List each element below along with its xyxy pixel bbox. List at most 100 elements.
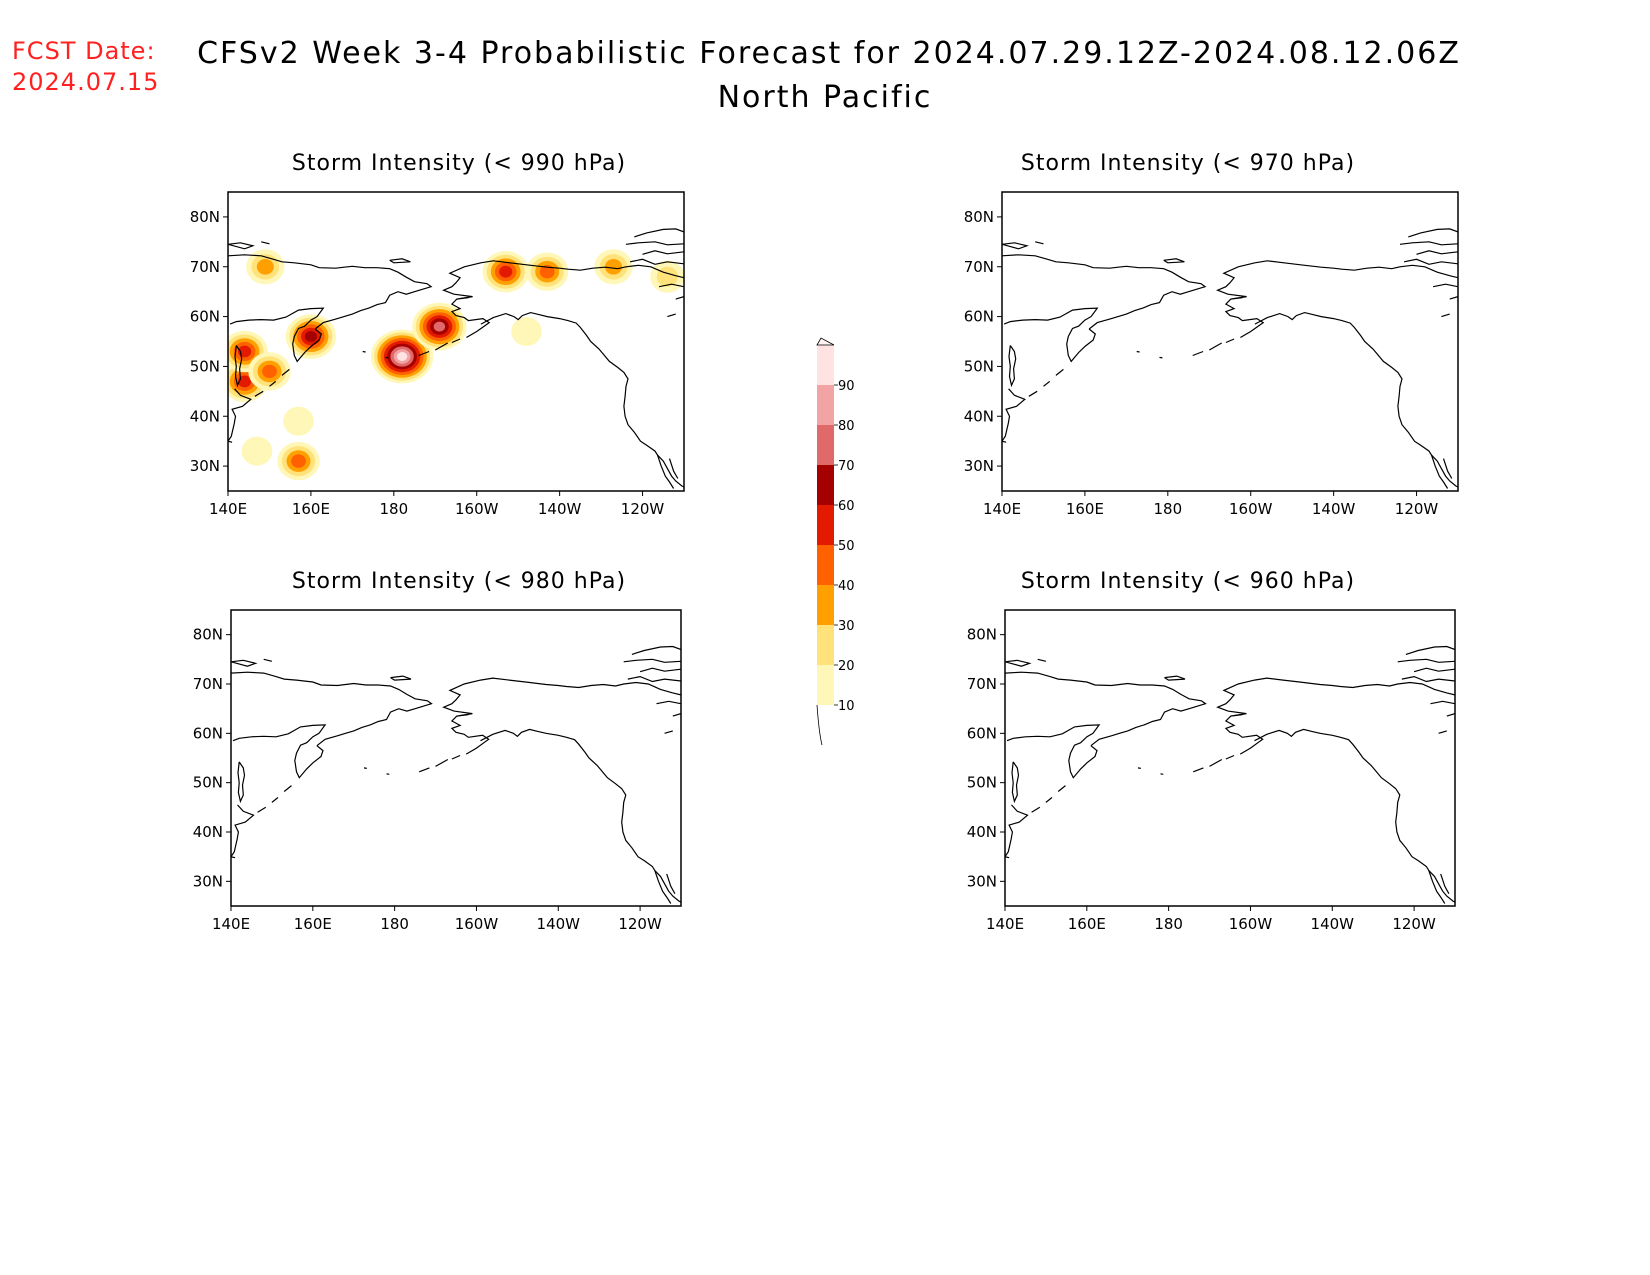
coastline-0 xyxy=(228,254,433,330)
coastline-4 xyxy=(257,806,267,813)
coastline-23 xyxy=(1401,675,1455,683)
coastline-20 xyxy=(1408,228,1458,238)
coastline-19 xyxy=(460,297,469,300)
coastline-3 xyxy=(228,388,252,443)
colorbar-swatch-90 xyxy=(817,345,834,385)
coastline-20 xyxy=(631,645,681,655)
prob-blob-9-level-7 xyxy=(433,321,446,332)
colorbar-label: 70 xyxy=(838,459,855,474)
coastline-2 xyxy=(1008,345,1017,388)
coastline-14 xyxy=(654,870,672,904)
page-title: CFSv2 Week 3-4 Probabilistic Forecast fo… xyxy=(0,32,1650,120)
y-tick-label: 80N xyxy=(967,626,997,644)
y-tick-label: 50N xyxy=(967,774,997,792)
coastline-16 xyxy=(1002,242,1029,250)
prob-blob-10-level-5 xyxy=(499,265,513,278)
coastline-11 xyxy=(451,338,461,344)
coastline-24 xyxy=(1432,283,1458,288)
prob-blob-5-level-1 xyxy=(241,436,273,466)
coastline-23 xyxy=(629,258,684,265)
coastline-0 xyxy=(1002,254,1207,330)
coastline-15 xyxy=(666,873,676,894)
coastline-7 xyxy=(362,350,366,353)
coastline-12 xyxy=(442,260,684,339)
colorbar-swatch-60 xyxy=(817,465,834,505)
coastline-25 xyxy=(1449,296,1458,300)
coastline-3 xyxy=(1005,804,1029,859)
coastline-23 xyxy=(1403,258,1458,265)
map-panel-980: 140E 160E 180 160W 140W 120W 80N 70N 60N 50N 40N 30… xyxy=(193,609,682,933)
coastline-5 xyxy=(1043,380,1051,387)
colorbar-label: 10 xyxy=(838,699,855,714)
coastline-2 xyxy=(237,761,246,804)
coastline-18 xyxy=(389,258,411,264)
coastline-8 xyxy=(1160,773,1164,775)
colorbar-swatch-10 xyxy=(817,665,834,705)
coastline-14 xyxy=(1428,870,1446,904)
x-tick-label: 120W xyxy=(621,500,665,518)
coastline-18 xyxy=(390,675,412,681)
x-tick-label: 140E xyxy=(209,500,247,518)
coastline-7 xyxy=(1137,767,1141,769)
coastline-26 xyxy=(667,313,676,318)
coastline-21 xyxy=(1399,241,1458,246)
coastline-20 xyxy=(634,228,684,238)
x-tick-label: 140E xyxy=(983,500,1021,518)
fcst-label: FCST Date: xyxy=(12,37,156,65)
coastline-13 xyxy=(480,311,684,488)
colorbar-swatch-80 xyxy=(817,385,834,425)
coastline-19 xyxy=(1234,297,1243,300)
coastline-5 xyxy=(269,380,277,387)
coastline-13 xyxy=(1254,311,1458,488)
coastline-10 xyxy=(1209,342,1222,351)
colorbar-swatch-50 xyxy=(817,505,834,545)
coastline-24 xyxy=(1430,700,1455,705)
coastline-12 xyxy=(1216,260,1458,339)
coastline-23 xyxy=(627,675,681,683)
y-tick-label: 30N xyxy=(193,872,223,890)
y-tick-label: 40N xyxy=(964,407,994,425)
y-tick-label: 70N xyxy=(967,675,997,693)
coastline-4 xyxy=(1031,806,1041,813)
coastline-10 xyxy=(1209,758,1223,767)
panel-title-980: Storm Intensity (< 980 hPa) xyxy=(291,569,627,594)
coastline-25 xyxy=(675,296,684,300)
y-tick-label: 80N xyxy=(964,208,994,226)
x-tick-label: 140E xyxy=(212,915,250,933)
x-tick-label: 160W xyxy=(455,500,499,518)
y-tick-label: 30N xyxy=(964,457,994,475)
map-frame xyxy=(230,609,682,907)
y-tick-label: 50N xyxy=(964,357,994,375)
y-tick-label: 50N xyxy=(190,357,220,375)
x-tick-label: 160E xyxy=(1066,500,1104,518)
coastline-1 xyxy=(232,724,327,779)
colorbar-bottom-arrow xyxy=(816,704,823,746)
panel-title-960: Storm Intensity (< 960 hPa) xyxy=(1020,569,1356,594)
coastline-5 xyxy=(1045,797,1053,803)
x-tick-label: 160E xyxy=(292,500,330,518)
coastline-17 xyxy=(261,241,270,245)
x-tick-label: 160E xyxy=(1068,915,1106,933)
y-tick-label: 40N xyxy=(190,407,220,425)
map-frame xyxy=(1004,609,1456,907)
coastline-0 xyxy=(231,671,433,747)
coastline-9 xyxy=(418,767,430,773)
coastline-1 xyxy=(1003,307,1099,363)
coastline-24 xyxy=(656,700,681,705)
coastline-6 xyxy=(283,785,292,792)
x-tick-label: 160W xyxy=(1229,915,1273,933)
panel-title-970: Storm Intensity (< 970 hPa) xyxy=(1020,151,1356,176)
map-panel-990: 140E 160E 180 160W 140W 120W 80N 70N 60N 50N 40N 30… xyxy=(190,191,685,518)
x-tick-label: 180 xyxy=(1153,500,1182,518)
fcst-date-value: 2024.07.15 xyxy=(12,68,160,96)
colorbar-swatch-70 xyxy=(817,425,834,465)
y-tick-label: 50N xyxy=(193,774,223,792)
colorbar-label: 80 xyxy=(838,419,855,434)
prob-blob-13-level-3 xyxy=(605,259,622,275)
coastline-5 xyxy=(271,797,279,803)
title-line-1: CFSv2 Week 3-4 Probabilistic Forecast fo… xyxy=(197,36,1461,71)
coastline-15 xyxy=(668,458,679,479)
coastline-16 xyxy=(231,659,258,667)
y-tick-label: 30N xyxy=(967,872,997,890)
coastline-9 xyxy=(1192,350,1204,357)
